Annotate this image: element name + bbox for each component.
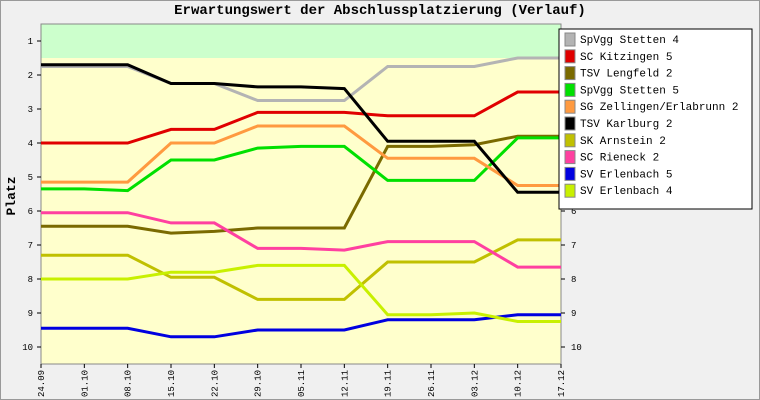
chart-title: Erwartungswert der Abschlussplatzierung … bbox=[174, 3, 586, 19]
y-tick-label: 9 bbox=[571, 309, 576, 319]
legend-label: SC Rieneck 2 bbox=[580, 153, 659, 165]
legend-swatch bbox=[564, 116, 576, 131]
legend-swatch bbox=[564, 32, 576, 47]
y-tick-label: 9 bbox=[28, 309, 33, 319]
y-tick-label: 2 bbox=[28, 71, 33, 81]
series-line bbox=[41, 136, 561, 193]
legend-swatch bbox=[564, 166, 576, 181]
legend-label: SV Erlenbach 5 bbox=[580, 169, 672, 181]
x-tick-label: 10.12 bbox=[514, 370, 524, 397]
y-axis-label: Platz bbox=[4, 176, 19, 215]
x-tick-label: 24.09 bbox=[37, 370, 47, 397]
series-line bbox=[41, 211, 561, 269]
x-tick-label: 15.10 bbox=[167, 370, 177, 397]
series-line bbox=[41, 238, 561, 301]
series-line bbox=[41, 313, 561, 339]
y-tick-label: 10 bbox=[571, 343, 582, 353]
legend-box bbox=[558, 28, 753, 210]
legend-swatch bbox=[564, 99, 576, 114]
series-line bbox=[41, 63, 561, 194]
series-line bbox=[41, 124, 561, 187]
legend-label: TSV Karlburg 2 bbox=[580, 119, 672, 131]
legend-swatch bbox=[564, 183, 576, 198]
series-line bbox=[41, 90, 561, 145]
y-tick-label: 8 bbox=[571, 275, 576, 285]
legend-swatch bbox=[564, 82, 576, 97]
background-band bbox=[41, 24, 561, 58]
y-tick-label: 6 bbox=[571, 207, 576, 217]
x-tick-label: 17.12 bbox=[557, 370, 567, 397]
legend-swatch bbox=[564, 49, 576, 64]
x-tick-label: 19.11 bbox=[384, 370, 394, 397]
y-tick-label: 7 bbox=[571, 241, 576, 251]
y-tick-label: 4 bbox=[28, 139, 33, 149]
legend-label: SpVgg Stetten 5 bbox=[580, 85, 679, 97]
legend-swatch bbox=[564, 133, 576, 148]
y-tick-label: 8 bbox=[28, 275, 33, 285]
series-line bbox=[41, 56, 561, 102]
x-tick-label: 03.12 bbox=[470, 370, 480, 397]
x-tick-label: 12.11 bbox=[340, 370, 350, 397]
x-tick-label: 22.10 bbox=[210, 370, 220, 397]
y-tick-label: 1 bbox=[28, 37, 33, 47]
legend-label: SG Zellingen/Erlabrunn 2 bbox=[580, 102, 738, 114]
y-tick-label: 7 bbox=[28, 241, 33, 251]
legend-label: SK Arnstein 2 bbox=[580, 136, 666, 148]
x-tick-label: 26.11 bbox=[427, 370, 437, 397]
y-tick-label: 5 bbox=[28, 173, 33, 183]
legend-label: SV Erlenbach 4 bbox=[580, 186, 673, 198]
x-tick-label: 05.11 bbox=[297, 370, 307, 397]
series-line bbox=[41, 134, 561, 235]
x-tick-label: 08.10 bbox=[124, 370, 134, 397]
legend-swatch bbox=[564, 66, 576, 81]
y-tick-label: 3 bbox=[28, 105, 33, 115]
y-tick-label: 10 bbox=[22, 343, 33, 353]
legend-label: SpVgg Stetten 4 bbox=[580, 35, 679, 47]
series-line bbox=[41, 263, 561, 323]
legend-label: TSV Lengfeld 2 bbox=[580, 69, 672, 81]
y-tick-label: 6 bbox=[28, 207, 33, 217]
x-tick-label: 29.10 bbox=[254, 370, 264, 397]
legend-label: SC Kitzingen 5 bbox=[580, 52, 672, 64]
legend-swatch bbox=[564, 150, 576, 165]
x-tick-label: 01.10 bbox=[80, 370, 90, 397]
